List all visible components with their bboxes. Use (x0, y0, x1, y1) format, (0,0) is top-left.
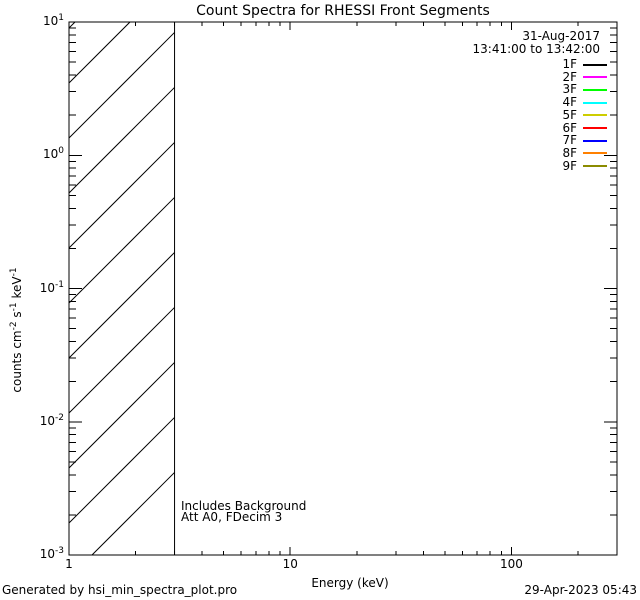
legend-color-line (583, 165, 607, 168)
y-axis-title: counts cm-2 s-1 keV-1 (9, 267, 24, 393)
chart-title: Count Spectra for RHESSI Front Segments (196, 3, 490, 19)
x-tick-label: 10 (282, 557, 298, 571)
background-note: Includes Background (181, 499, 307, 513)
x-axis-ticks (68, 22, 579, 555)
legend-color-line (583, 127, 607, 129)
legend-entry-5F: 5F (562, 107, 607, 122)
legend-color-line (583, 139, 607, 142)
legend-color-line (583, 114, 607, 117)
legend-label: 9F (562, 158, 577, 173)
y-tick-label: 100 (42, 146, 64, 162)
observation-time-range: 13:41:00 to 13:42:00 (472, 42, 600, 56)
y-tick-label: 10-1 (39, 279, 64, 295)
legend-label: 6F (562, 120, 577, 135)
y-tick-label: 10-3 (39, 546, 64, 562)
generated-by-text: Generated by hsi_min_spectra_plot.pro (2, 583, 238, 597)
legend-entry-8F: 8F (562, 145, 607, 160)
legend-color-line (583, 63, 607, 66)
x-axis-title: Energy (keV) (311, 576, 389, 590)
legend-entry-2F: 2F (562, 69, 607, 84)
legend-entry-3F: 3F (562, 83, 607, 96)
legend-color-line (583, 88, 607, 91)
attenuator-note: Att A0, FDecim 3 (181, 510, 283, 524)
legend-label: 4F (562, 95, 577, 110)
legend-label: 1F (562, 57, 577, 71)
hatched-region (68, 21, 176, 556)
legend-entry-7F: 7F (562, 134, 607, 147)
legend-entry-4F: 4F (562, 96, 607, 109)
x-tick-label: 1 (65, 557, 73, 571)
legend-label: 5F (562, 107, 577, 122)
legend-color-line (583, 152, 607, 155)
legend-label: 2F (562, 69, 577, 84)
legend-label: 7F (562, 133, 577, 148)
legend-entry-1F: 1F (562, 58, 607, 71)
legend-color-line (583, 76, 607, 79)
legend-label: 3F (562, 82, 577, 97)
legend-entry-9F: 9F (562, 158, 607, 173)
plot-annotation: Includes Background Att A0, FDecim 3 (181, 499, 307, 524)
y-tick-label: 10-2 (39, 412, 64, 428)
legend-label: 8F (562, 145, 577, 160)
plot-frame (68, 21, 618, 556)
x-tick-label: 100 (499, 557, 523, 571)
observation-date: 31-Aug-2017 (522, 29, 600, 43)
y-axis-ticks (69, 21, 617, 556)
legend-entry-6F: 6F (562, 120, 607, 135)
plot-timestamp: 29-Apr-2023 05:43 (524, 583, 637, 597)
y-tick-label: 101 (42, 13, 64, 29)
legend-color-line (583, 101, 607, 104)
